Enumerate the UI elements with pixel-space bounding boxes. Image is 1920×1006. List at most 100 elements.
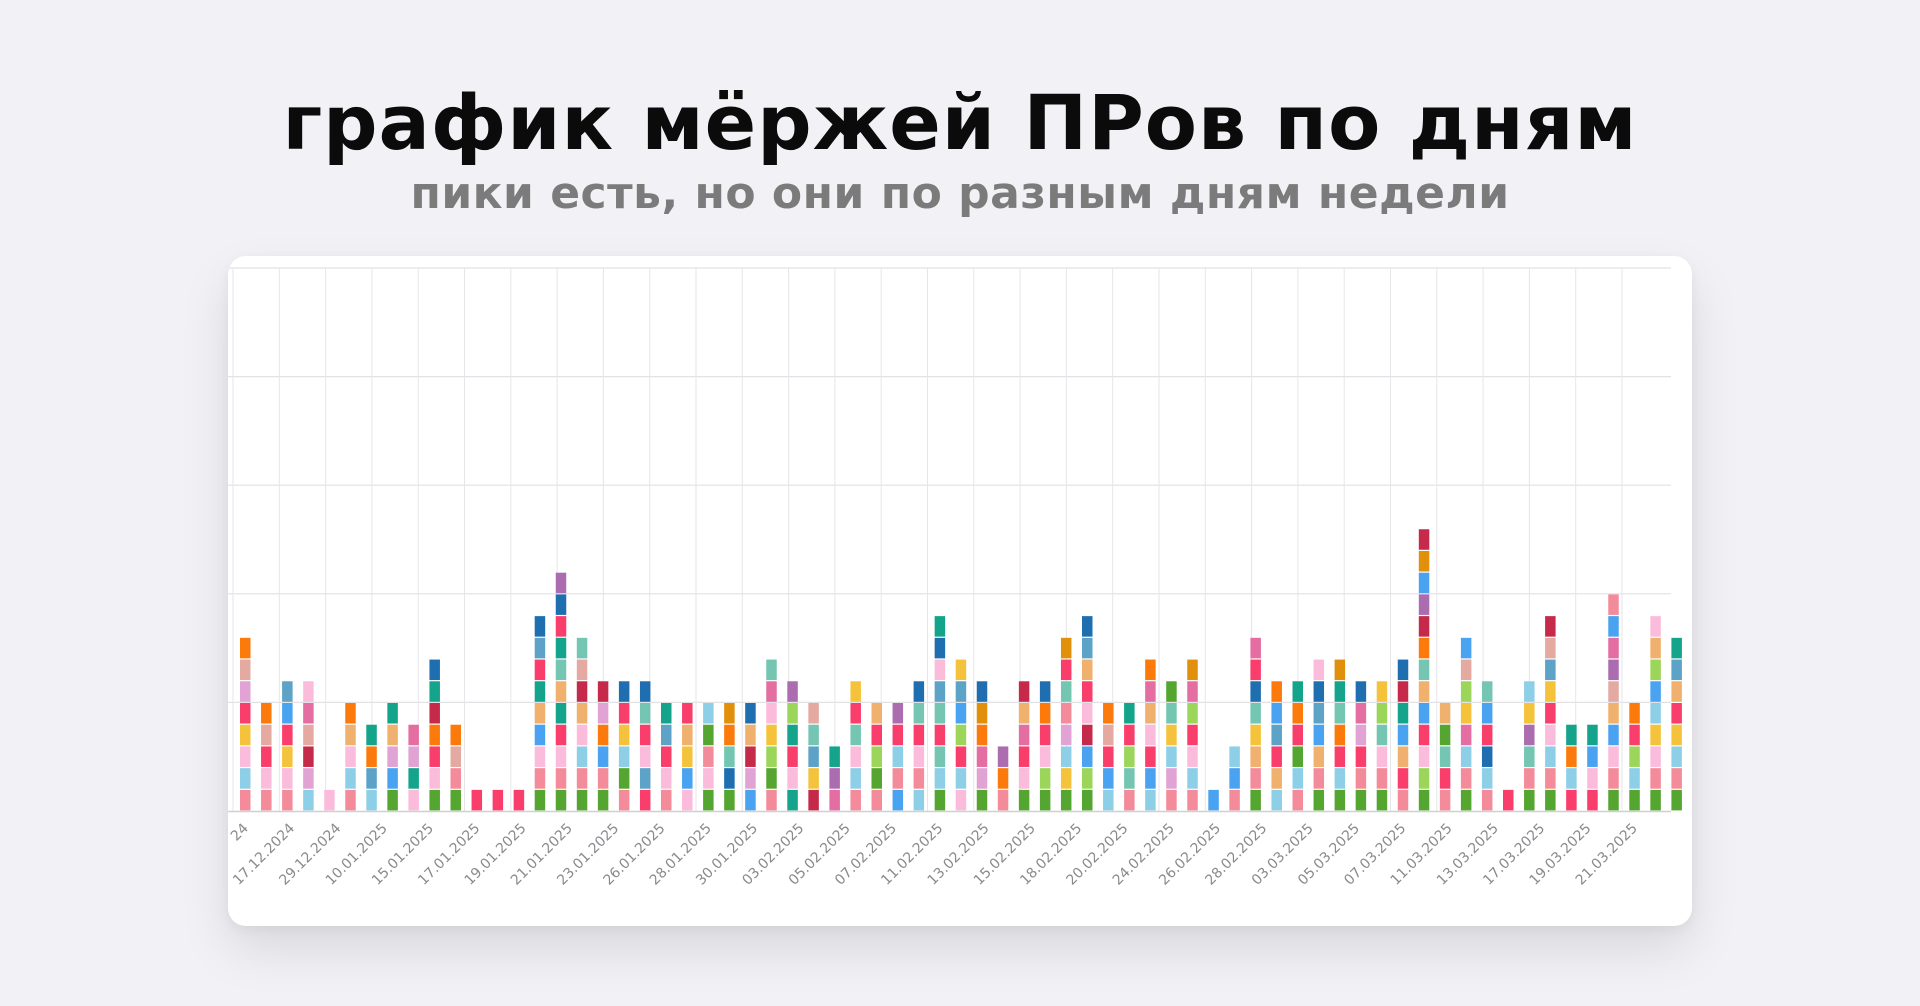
bar-segment	[1587, 724, 1598, 746]
bar-segment	[1018, 681, 1030, 702]
bar-segment	[1650, 659, 1661, 681]
bar-segment	[745, 768, 756, 789]
bar-segment	[745, 724, 756, 746]
bar-segment	[1418, 746, 1430, 767]
bar-segment	[724, 724, 735, 746]
bar-segment	[555, 572, 567, 594]
bar-segment	[597, 789, 609, 811]
bar-segment	[1124, 703, 1135, 724]
bar-segment	[1039, 768, 1051, 789]
bar-segment	[1187, 724, 1198, 746]
page-title: график мёржей ПРов по дням	[282, 78, 1638, 167]
bar-segment	[303, 746, 314, 767]
bar-segment	[303, 703, 314, 724]
bar-segment	[534, 659, 546, 681]
bar-segment	[1355, 789, 1367, 811]
bar-segment	[1145, 724, 1156, 746]
bar-segment	[703, 724, 714, 746]
bar-segment	[703, 768, 714, 789]
bar-segment	[850, 724, 861, 746]
page-subtitle: пики есть, но они по разным дням недели	[410, 168, 1510, 219]
bar-segment	[1292, 768, 1303, 789]
bar-segment	[282, 746, 293, 767]
bar-segment	[1229, 746, 1240, 767]
bar-segment	[261, 768, 272, 789]
bar-segment	[1271, 703, 1282, 724]
bar-segment	[1082, 724, 1093, 746]
bar-segment	[618, 768, 630, 789]
bar-segment	[1187, 768, 1198, 789]
bar-segment	[429, 659, 440, 681]
bar-segment	[1208, 789, 1219, 811]
bar-segment	[976, 768, 988, 789]
bar-segment	[450, 746, 461, 767]
bar-segment	[1124, 724, 1135, 746]
bar-segment	[1397, 746, 1409, 767]
bar-segment	[1418, 681, 1430, 702]
bar-segment	[1166, 724, 1177, 746]
bar-segment	[1355, 724, 1367, 746]
bar-segment	[1524, 789, 1535, 811]
bar-segment	[1355, 746, 1367, 767]
bar-segment	[534, 703, 546, 724]
bar-segment	[1082, 768, 1093, 789]
bar-segment	[1166, 681, 1177, 702]
bar-segment	[366, 746, 377, 767]
bar-segment	[724, 789, 735, 811]
bar-segment	[1271, 724, 1282, 746]
bar-segment	[261, 724, 272, 746]
bar-segment	[1439, 703, 1451, 724]
bar-segment	[639, 768, 651, 789]
bar-segment	[787, 789, 798, 811]
bar-segment	[1103, 746, 1114, 767]
bar-segment	[1524, 681, 1535, 702]
bar-segment	[240, 724, 251, 746]
bar-segment	[534, 681, 546, 702]
bar-segment	[366, 724, 377, 746]
bar-segment	[555, 768, 567, 789]
bar-segment	[1629, 724, 1640, 746]
bar-segment	[618, 681, 630, 702]
bar-segment	[1608, 768, 1619, 789]
bar-segment	[597, 746, 609, 767]
bar-segment	[450, 724, 461, 746]
bar-segment	[1629, 789, 1640, 811]
bar-segment	[1082, 681, 1093, 702]
bar-segment	[1566, 789, 1577, 811]
bar-segment	[618, 789, 630, 811]
bar-segment	[1166, 789, 1177, 811]
bar-segment	[724, 703, 735, 724]
bar-segment	[1418, 616, 1430, 637]
bar-segment	[597, 681, 609, 702]
bar-segment	[1250, 637, 1261, 659]
bar-segment	[1397, 659, 1409, 681]
bar-segment	[639, 789, 651, 811]
bar-segment	[955, 789, 967, 811]
bar-segment	[534, 637, 546, 659]
bar-segment	[892, 703, 904, 724]
bar-segment	[303, 789, 314, 811]
bar-segment	[913, 789, 925, 811]
bar-segment	[345, 703, 356, 724]
bar-segment	[997, 789, 1009, 811]
bar-segment	[976, 703, 988, 724]
bar-segment	[1250, 789, 1261, 811]
chart-card: 24 17.12.2024 29.12.2024 10.01.2025 15.01.20…	[228, 256, 1692, 926]
bar-segment	[555, 789, 567, 811]
bar-segment	[1124, 789, 1135, 811]
bar-segment	[282, 681, 293, 702]
bar-segment	[240, 789, 251, 811]
bar-segment	[934, 681, 946, 702]
bar-segment	[1334, 724, 1346, 746]
bar-segment	[1608, 789, 1619, 811]
bar-segment	[976, 724, 988, 746]
bar-segment	[1271, 746, 1282, 767]
bar-segment	[955, 659, 967, 681]
bar-segment	[955, 681, 967, 702]
bar-segment	[1650, 681, 1661, 702]
bar-segment	[261, 703, 272, 724]
bar-segment	[934, 703, 946, 724]
bar-segment	[282, 768, 293, 789]
bar-segment	[1060, 789, 1072, 811]
